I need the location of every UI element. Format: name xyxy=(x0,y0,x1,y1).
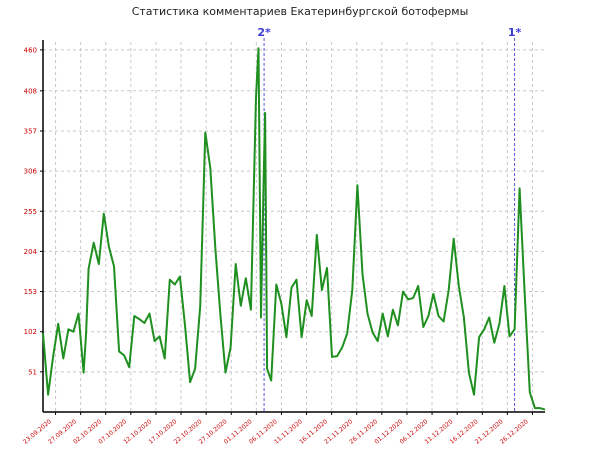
y-tick-label: 153 xyxy=(24,288,37,296)
y-tick-label: 51 xyxy=(28,368,37,376)
y-tick-label: 306 xyxy=(24,168,38,176)
event-markers: 2* 1* xyxy=(257,26,522,412)
y-tick-label: 102 xyxy=(24,328,37,336)
y-tick-labels: 51 102 153 204 255 306 357 408 460 xyxy=(24,46,38,376)
event-marker-label: 2* xyxy=(257,26,271,39)
y-tick-label: 255 xyxy=(24,208,37,216)
axes xyxy=(40,40,545,415)
y-tick-label: 204 xyxy=(24,248,38,256)
series-layer xyxy=(42,47,546,411)
y-tick-label: 408 xyxy=(24,87,37,95)
series-line xyxy=(42,47,546,411)
event-marker-label: 1* xyxy=(508,26,522,39)
grid xyxy=(43,42,545,412)
x-tick-label: 26.12.2020 xyxy=(499,418,530,446)
y-tick-label: 460 xyxy=(24,46,37,54)
y-tick-label: 357 xyxy=(24,127,37,135)
x-tick-labels: 23.09.202027.09.202002.10.202007.10.2020… xyxy=(22,418,530,446)
chart-title: Статистика комментариев Екатеринбургской… xyxy=(132,5,469,18)
